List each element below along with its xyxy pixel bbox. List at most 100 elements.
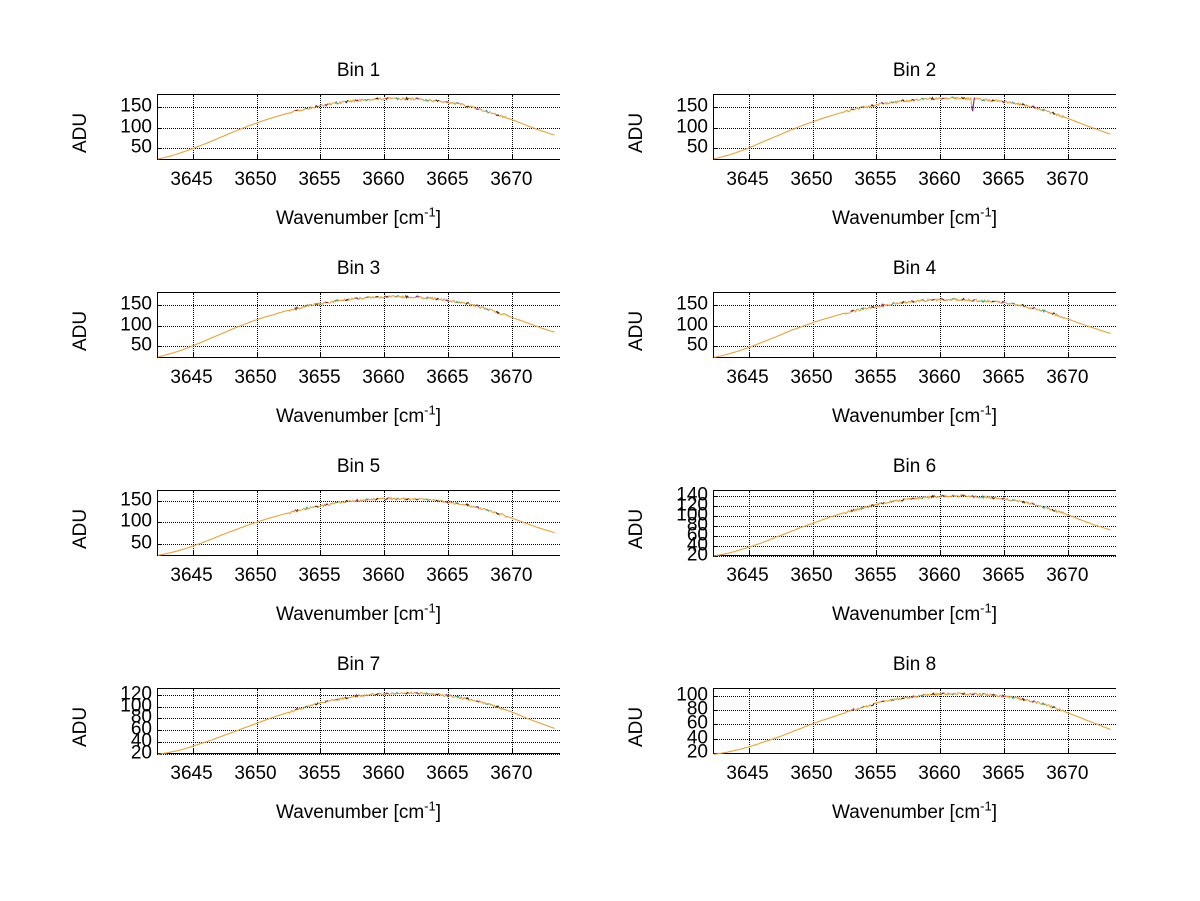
y-tick-mark	[713, 148, 718, 150]
y-tick-label: 50	[686, 136, 708, 158]
x-tick-label: 3670	[490, 763, 533, 784]
y-tick-label: 120	[120, 683, 152, 705]
y-tick-label: 60	[686, 712, 708, 734]
x-tick-label: 3645	[170, 169, 213, 190]
y-tick-mark	[713, 546, 718, 547]
y-axis-label: ADU	[70, 310, 91, 351]
plot-area-4	[713, 292, 1116, 358]
x-axis-label: Wavenumber [cm-1]	[713, 602, 1116, 626]
y-tick-mark	[157, 304, 162, 306]
subplot-title-4: Bin 4	[892, 258, 937, 279]
x-axis-label-main: Wavenumber [cm	[275, 604, 425, 625]
y-gridline	[714, 526, 1116, 527]
y-gridline	[714, 506, 1116, 507]
x-tick-label: 3665	[982, 169, 1025, 190]
y-tick-mark	[713, 346, 718, 348]
x-tick-mark	[1068, 353, 1070, 358]
x-tick-label: 3670	[1046, 763, 1089, 784]
x-axis-label-tail: ]	[991, 802, 997, 823]
y-tick-label: 40	[686, 534, 708, 556]
x-gridline	[320, 491, 322, 555]
x-tick-mark	[448, 749, 450, 754]
x-gridline	[512, 689, 514, 753]
y-gridline	[714, 325, 1116, 327]
x-tick-label: 3665	[982, 565, 1025, 586]
x-tick-mark	[320, 551, 322, 556]
x-axis-label-exponent: -1	[980, 402, 992, 418]
x-gridline	[1004, 95, 1006, 159]
x-gridline	[512, 95, 514, 159]
x-gridline	[1004, 293, 1006, 357]
subplot-title-7: Bin 7	[336, 654, 381, 675]
x-tick-mark	[192, 551, 194, 556]
x-tick-label: 3655	[298, 169, 341, 190]
x-tick-mark	[940, 551, 942, 556]
y-tick-label: 100	[120, 695, 152, 717]
x-gridline	[1068, 689, 1070, 753]
x-gridline	[1004, 491, 1006, 555]
x-tick-mark	[512, 551, 514, 556]
x-gridline	[192, 293, 194, 357]
x-tick-mark	[320, 749, 322, 754]
x-axis-label-main: Wavenumber [cm	[275, 802, 425, 823]
y-tick-label: 100	[120, 510, 152, 532]
plot-area-7	[157, 688, 560, 754]
x-tick-label: 3650	[234, 367, 277, 388]
y-tick-mark	[157, 718, 162, 720]
x-tick-mark	[748, 749, 750, 754]
x-axis-label-exponent: -1	[424, 600, 436, 616]
y-tick-mark	[157, 325, 162, 327]
y-axis-label: ADU	[70, 508, 91, 549]
x-tick-mark	[384, 749, 386, 754]
subplot-title-3: Bin 3	[336, 258, 381, 279]
x-tick-mark	[320, 353, 322, 358]
y-tick-label: 40	[130, 730, 152, 752]
y-tick-mark	[157, 500, 162, 502]
x-gridline	[876, 491, 878, 555]
y-tick-mark	[157, 706, 162, 708]
x-tick-mark	[384, 155, 386, 160]
spectrum-curve-3	[158, 293, 561, 359]
x-tick-label: 3660	[918, 367, 961, 388]
y-gridline	[714, 106, 1116, 108]
x-tick-label: 3650	[790, 367, 833, 388]
x-tick-label: 3660	[362, 367, 405, 388]
x-tick-mark	[256, 749, 258, 754]
x-gridline	[512, 293, 514, 357]
y-gridline	[714, 496, 1116, 497]
x-tick-label: 3650	[790, 763, 833, 784]
x-gridline	[192, 95, 194, 159]
y-tick-label: 20	[686, 741, 708, 763]
y-tick-mark	[713, 752, 718, 754]
x-gridline	[812, 293, 814, 357]
spectrum-curve-2	[714, 95, 1117, 161]
y-tick-mark	[157, 730, 162, 732]
x-gridline	[748, 95, 750, 159]
x-tick-label: 3645	[170, 367, 213, 388]
y-tick-label: 100	[676, 116, 708, 138]
y-tick-mark	[713, 325, 718, 327]
x-tick-label: 3665	[426, 763, 469, 784]
y-tick-mark	[157, 694, 162, 696]
x-axis-label-main: Wavenumber [cm	[831, 802, 981, 823]
subplot-panel-6: Bin 6 20 40 60 80 100 120 140 3645 3650 3655 3660 36…	[593, 457, 1126, 633]
plot-area-3	[157, 292, 560, 358]
x-gridline	[320, 293, 322, 357]
x-tick-mark	[1068, 551, 1070, 556]
y-tick-mark	[713, 127, 718, 129]
x-gridline	[256, 689, 258, 753]
y-gridline	[158, 753, 560, 755]
y-tick-label: 80	[686, 698, 708, 720]
y-tick-label: 100	[120, 314, 152, 336]
y-gridline	[714, 148, 1116, 150]
subplot-panel-4: Bin 4 50 100 150 3645 3650 3655 3660 3665 3670 Wav…	[593, 259, 1126, 435]
x-gridline	[940, 689, 942, 753]
x-tick-label: 3665	[982, 763, 1025, 784]
x-tick-mark	[1004, 749, 1006, 754]
y-gridline	[714, 556, 1116, 557]
x-tick-mark	[384, 551, 386, 556]
x-tick-label: 3645	[726, 169, 769, 190]
x-axis-label: Wavenumber [cm-1]	[157, 800, 560, 824]
y-gridline	[158, 106, 560, 108]
subplot-title-2: Bin 2	[892, 60, 937, 81]
